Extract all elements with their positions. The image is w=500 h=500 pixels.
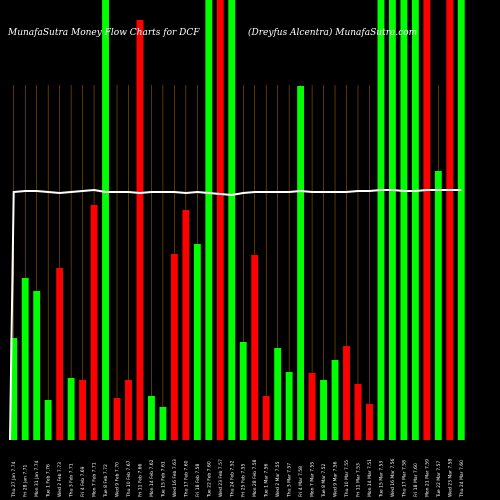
chart-subtitle: (Dreyfus Alcentra) MunafaSutra.com xyxy=(248,27,417,38)
bar xyxy=(56,268,64,440)
bar xyxy=(125,380,132,440)
bar xyxy=(308,373,316,440)
bar xyxy=(343,346,350,440)
chart-title: MunafaSutra Money Flow Charts for DCF xyxy=(7,28,200,38)
bar xyxy=(377,0,385,440)
bar xyxy=(354,384,362,440)
x-tick-label: Mon 31 Jan 7.74 xyxy=(34,460,40,497)
bar xyxy=(33,291,41,440)
bar xyxy=(251,255,259,440)
x-tick-label: Mon 21 Mar 7.59 xyxy=(424,459,430,497)
x-tick-label: Fri 28 Jan 7.71 xyxy=(23,465,29,497)
x-tick-label: Tue 1 Mar 7.56 xyxy=(264,464,270,498)
bar xyxy=(90,205,98,440)
bar xyxy=(10,338,18,440)
x-tick-label: Thu 17 Feb 7.60 xyxy=(183,460,189,498)
bar xyxy=(239,342,247,440)
bar xyxy=(102,0,109,440)
x-tick-label: Mon 14 Feb 7.62 xyxy=(149,459,155,497)
x-tick-label: Wed 23 Feb 7.57 xyxy=(218,459,224,497)
bar xyxy=(457,0,465,440)
bar xyxy=(216,0,224,440)
bar xyxy=(113,398,121,440)
bar xyxy=(21,278,29,440)
x-tick-label: Wed 9 Feb 7.70 xyxy=(115,462,121,497)
bar xyxy=(423,0,431,440)
bar xyxy=(388,0,396,440)
x-tick-label: Fri 4 Feb 7.69 xyxy=(80,466,86,497)
x-tick-label: Tue 8 Mar 7.52 xyxy=(321,464,327,498)
bar xyxy=(67,378,75,440)
x-tick-label: Fri 11 Mar 7.53 xyxy=(355,463,361,497)
x-tick-label: Tue 22 Mar 7.57 xyxy=(436,461,442,498)
bar xyxy=(159,407,167,440)
x-tick-label: Tue 1 Feb 7.76 xyxy=(46,464,52,498)
x-tick-label: Mon 14 Mar 7.51 xyxy=(367,459,373,497)
x-tick-label: Mon 7 Mar 7.55 xyxy=(310,462,316,497)
bar xyxy=(446,0,454,440)
bar xyxy=(182,210,190,440)
bar xyxy=(297,86,305,440)
bar xyxy=(400,0,408,440)
x-tick-label: Fri 11 Feb 7.66 xyxy=(137,463,143,497)
bar xyxy=(320,380,328,440)
x-tick-label: Wed 9 Mar 7.56 xyxy=(333,461,339,497)
bar xyxy=(366,404,373,440)
bar xyxy=(274,348,282,440)
bar xyxy=(136,20,144,440)
bar xyxy=(193,244,201,440)
x-tick-label: Wed 2 Mar 7.55 xyxy=(275,461,281,497)
bar xyxy=(285,372,293,440)
x-tick-label: Thu 24 Feb 7.52 xyxy=(229,460,235,498)
x-tick-label: Fri 25 Feb 7.55 xyxy=(241,463,247,497)
x-tick-labels: Thu 27 Jan 7.74 Fri 28 Jan 7.71 Mon 31 Jan… xyxy=(11,459,465,498)
bar xyxy=(434,171,442,440)
bar xyxy=(262,396,270,440)
x-tick-label: Thu 3 Mar 7.57 xyxy=(287,463,293,498)
bar xyxy=(205,0,213,440)
x-tick-label: Fri 18 Feb 7.58 xyxy=(195,463,201,497)
x-tick-label: Thu 3 Feb 7.71 xyxy=(69,463,75,498)
x-tick-label: Wed 16 Feb 7.63 xyxy=(172,459,178,497)
x-tick-label: Wed 16 Mar 7.56 xyxy=(390,459,396,497)
bar xyxy=(331,360,339,440)
x-tick-label: Tue 22 Feb 7.60 xyxy=(206,461,212,498)
x-tick-label: Thu 10 Feb 7.67 xyxy=(126,460,132,498)
bar xyxy=(411,0,419,440)
x-tick-label: Thu 17 Mar 7.58 xyxy=(401,460,407,498)
x-tick-label: Tue 15 Feb 7.61 xyxy=(160,461,166,498)
x-tick-label: Fri 18 Mar 7.60 xyxy=(413,463,419,497)
x-tick-label: Thu 10 Mar 7.55 xyxy=(344,460,350,498)
x-tick-label: Tue 8 Feb 7.72 xyxy=(103,464,109,498)
x-tick-label: Wed 2 Feb 7.73 xyxy=(57,462,63,497)
x-tick-label: Wed 23 Mar 7.58 xyxy=(447,459,453,497)
bar xyxy=(79,380,87,440)
x-tick-label: Tue 15 Mar 7.53 xyxy=(378,461,384,498)
x-tick-label: Fri 4 Mar 7.58 xyxy=(298,466,304,497)
x-tick-label: Mon 28 Feb 7.58 xyxy=(252,459,258,497)
x-tick-label: Mon 7 Feb 7.71 xyxy=(92,462,98,497)
money-flow-line xyxy=(9,188,462,441)
bar xyxy=(44,400,52,440)
bar xyxy=(228,0,236,440)
bar xyxy=(170,254,178,440)
money-flow-line-group xyxy=(9,188,462,441)
x-tick-label: Thu 27 Jan 7.74 xyxy=(11,461,17,498)
bars xyxy=(10,0,465,440)
bar xyxy=(147,396,155,440)
x-tick-label: Thu 24 Mar 7.60 xyxy=(459,460,465,498)
